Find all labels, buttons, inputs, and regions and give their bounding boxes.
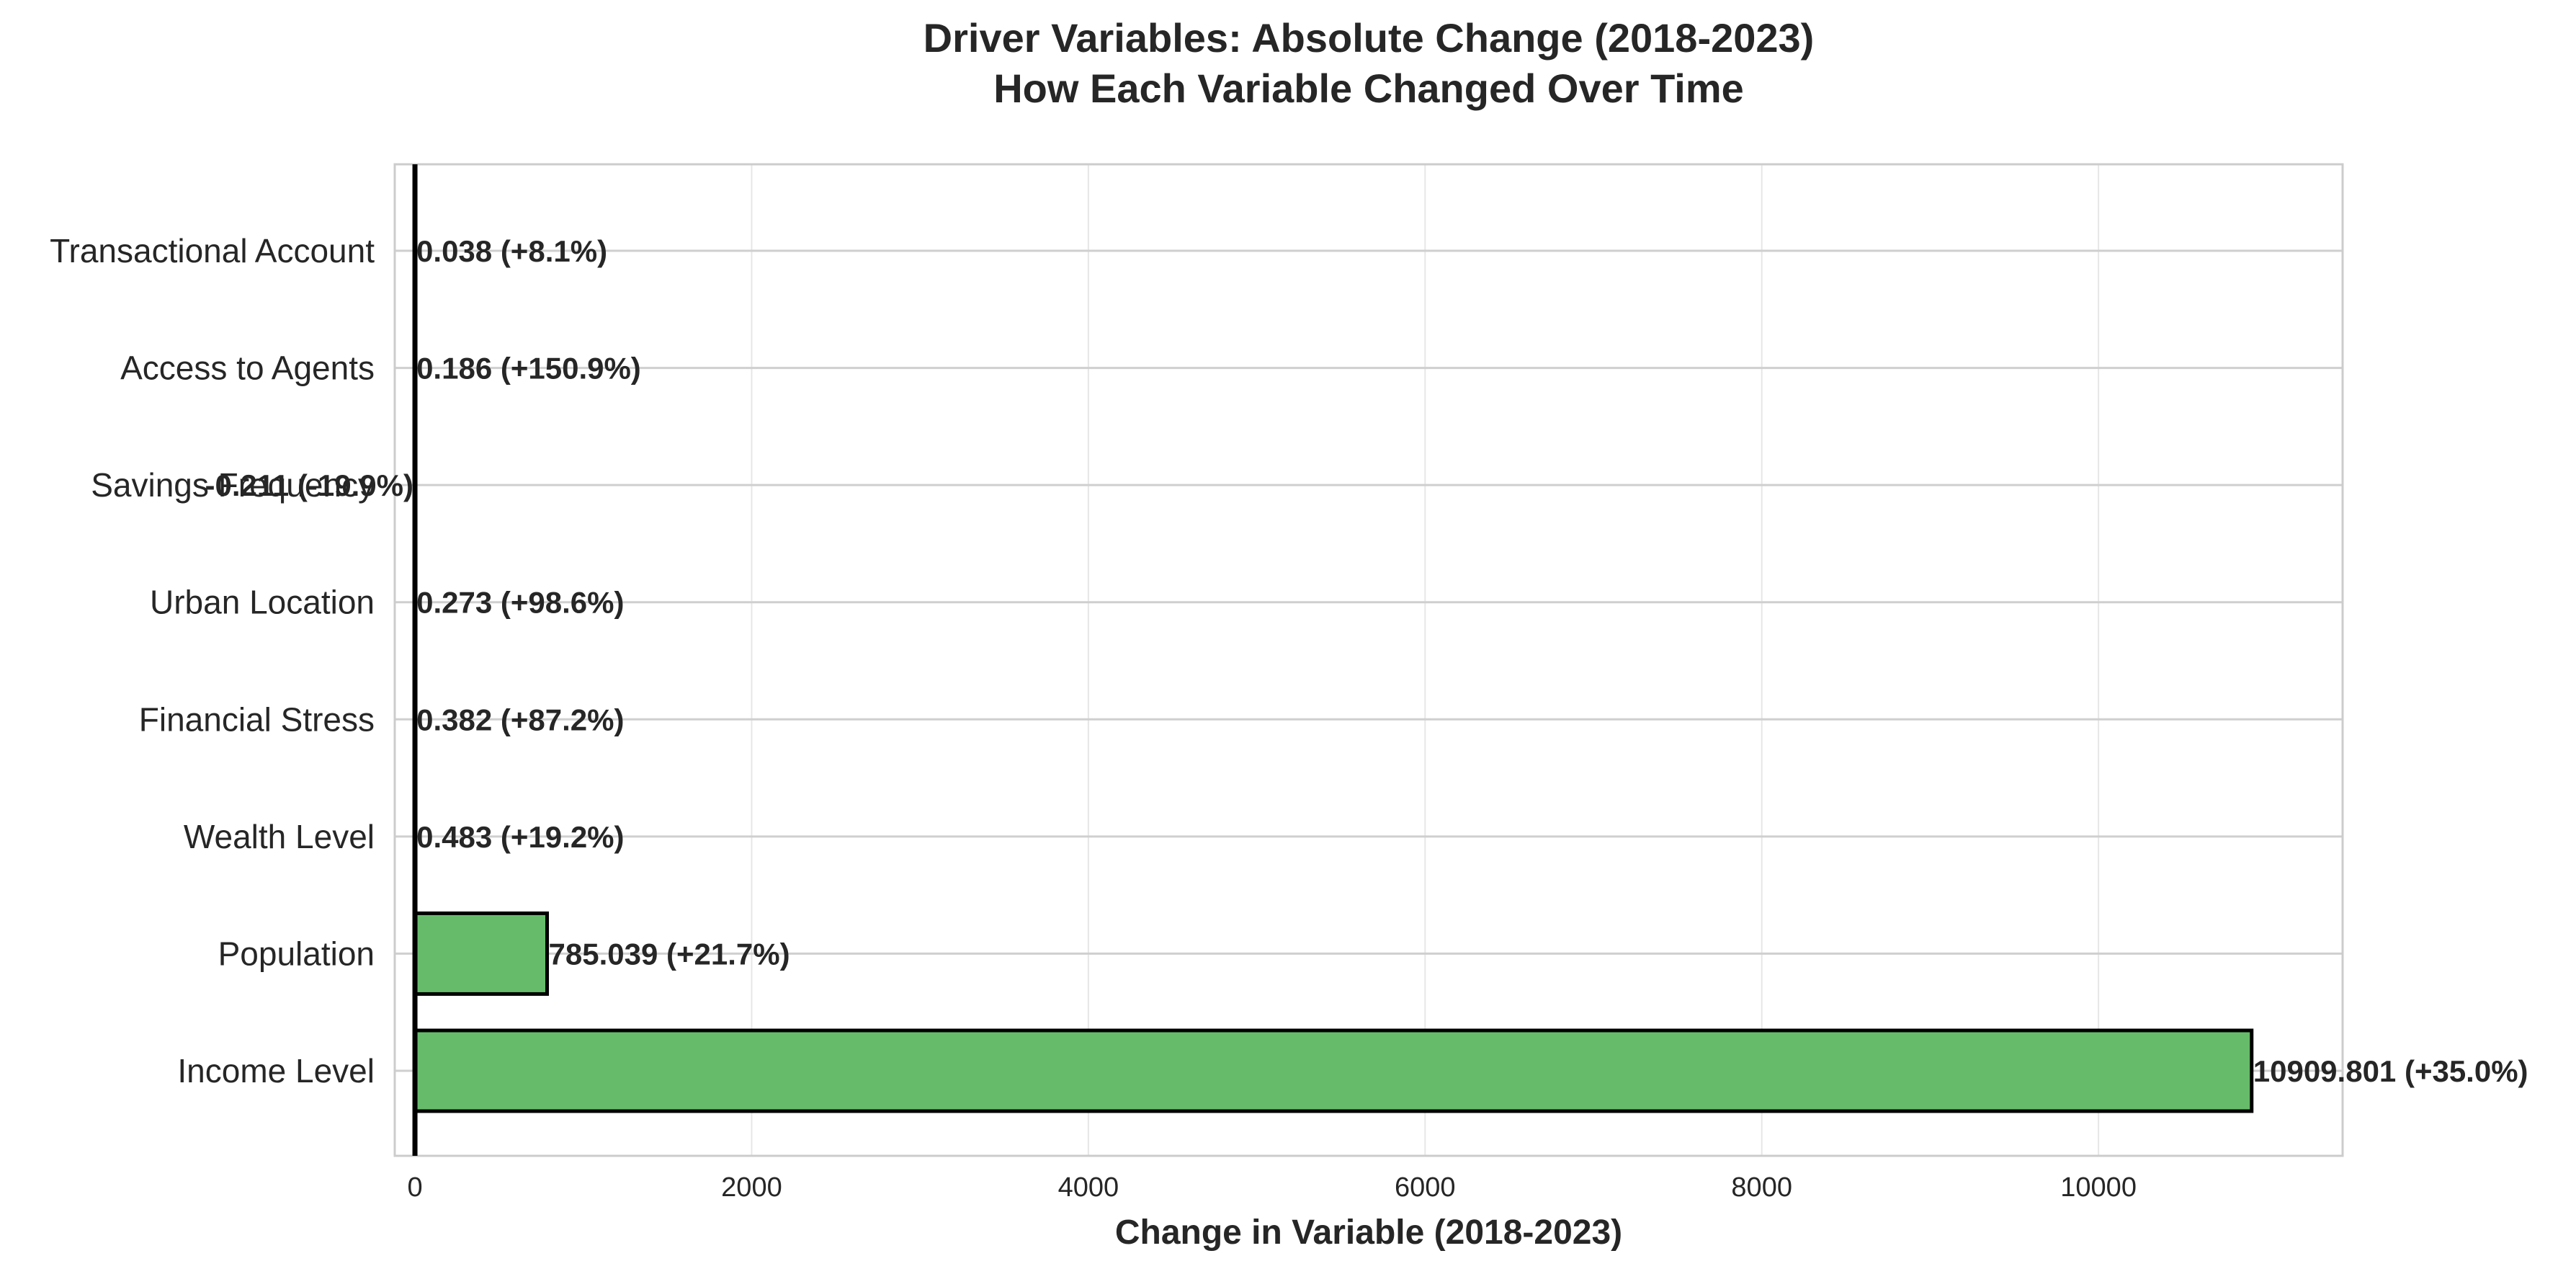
x-tick-label: 6000 — [1395, 1172, 1456, 1203]
data-label: 0.382 (+87.2%) — [416, 703, 624, 736]
bar-population — [413, 911, 550, 996]
data-label: -0.211 (-19.9%) — [205, 468, 413, 502]
x-tick-label: 8000 — [1731, 1172, 1792, 1203]
data-label: 0.038 (+8.1%) — [416, 234, 607, 268]
x-axis-title: Change in Variable (2018-2023) — [1115, 1213, 1622, 1252]
x-tick-label: 10000 — [2060, 1172, 2137, 1203]
chart-title: Driver Variables: Absolute Change (2018-… — [923, 15, 1815, 61]
y-tick-label: Transactional Account — [50, 232, 375, 270]
plot-area: Transactional Account 0.038 (+8.1%) Access… — [50, 163, 2528, 1203]
y-tick-label: Financial Stress — [139, 700, 375, 738]
y-tick-label: Population — [218, 935, 375, 972]
data-label: 10909.801 (+35.0%) — [2253, 1054, 2528, 1088]
y-tick-label: Urban Location — [150, 584, 375, 621]
y-tick-label: Wealth Level — [184, 818, 375, 855]
data-label: 0.186 (+150.9%) — [416, 352, 641, 386]
y-tick-label: Income Level — [177, 1052, 375, 1090]
bar-income-level — [413, 1028, 2254, 1113]
chart-subtitle: How Each Variable Changed Over Time — [993, 66, 1744, 111]
x-tick-label: 4000 — [1058, 1172, 1119, 1203]
plot-frame — [393, 163, 2344, 1157]
y-tick-label: Access to Agents — [120, 349, 375, 387]
data-label: 0.273 (+98.6%) — [416, 586, 624, 620]
data-label: 0.483 (+19.2%) — [416, 820, 624, 854]
x-tick-label: 0 — [407, 1172, 422, 1203]
data-label: 785.039 (+21.7%) — [549, 937, 790, 971]
x-tick-label: 2000 — [721, 1172, 782, 1203]
y-tick-label: Savings Frequency — [91, 466, 375, 504]
